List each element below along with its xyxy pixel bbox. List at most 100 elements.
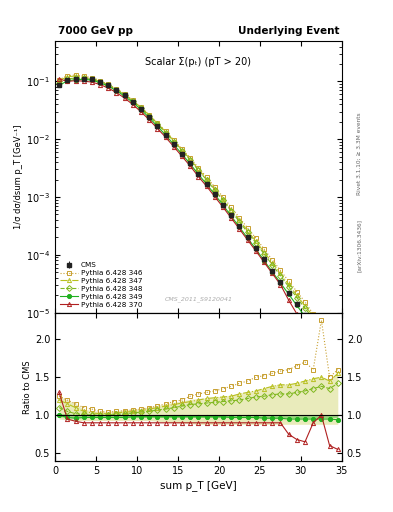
Text: 7000 GeV pp: 7000 GeV pp (58, 26, 133, 35)
Line: Pythia 6.428 349: Pythia 6.428 349 (57, 77, 340, 362)
Pythia 6.428 347 (122, 92, 127, 98)
Pythia 6.428 349 (262, 258, 266, 264)
Pythia 6.428 349 (163, 132, 168, 138)
Pythia 6.428 370 (81, 78, 86, 84)
Pythia 6.428 370 (171, 144, 176, 150)
Pythia 6.428 370 (253, 248, 258, 254)
Pythia 6.428 347 (196, 166, 201, 173)
Pythia 6.428 349 (106, 83, 111, 89)
Pythia 6.428 346 (65, 73, 70, 79)
Pythia 6.428 347 (262, 249, 266, 255)
Pythia 6.428 348 (327, 337, 332, 343)
Pythia 6.428 347 (57, 78, 61, 84)
Pythia 6.428 349 (57, 82, 61, 89)
Pythia 6.428 349 (155, 123, 160, 130)
Pythia 6.428 370 (122, 95, 127, 101)
Pythia 6.428 347 (245, 228, 250, 234)
Line: Pythia 6.428 346: Pythia 6.428 346 (57, 73, 340, 349)
Pythia 6.428 348 (262, 251, 266, 257)
Pythia 6.428 347 (229, 207, 233, 213)
Pythia 6.428 348 (180, 148, 184, 154)
Pythia 6.428 349 (171, 142, 176, 148)
Pythia 6.428 346 (237, 215, 242, 221)
Pythia 6.428 349 (221, 202, 226, 208)
Pythia 6.428 348 (336, 347, 340, 353)
Pythia 6.428 348 (139, 105, 143, 111)
Pythia 6.428 349 (286, 291, 291, 297)
Pythia 6.428 347 (286, 281, 291, 287)
Pythia 6.428 347 (65, 74, 70, 80)
Pythia 6.428 346 (262, 246, 266, 252)
Pythia 6.428 348 (213, 187, 217, 193)
Pythia 6.428 347 (139, 104, 143, 111)
Pythia 6.428 348 (73, 75, 78, 81)
Pythia 6.428 347 (73, 73, 78, 79)
Pythia 6.428 347 (278, 270, 283, 276)
Pythia 6.428 370 (90, 79, 94, 85)
Pythia 6.428 370 (213, 194, 217, 200)
Pythia 6.428 347 (155, 120, 160, 126)
Pythia 6.428 349 (73, 76, 78, 82)
Pythia 6.428 349 (147, 115, 152, 121)
Pythia 6.428 370 (237, 226, 242, 232)
Line: Pythia 6.428 370: Pythia 6.428 370 (57, 77, 340, 376)
Pythia 6.428 370 (130, 101, 135, 108)
Pythia 6.428 346 (204, 174, 209, 180)
Pythia 6.428 349 (213, 191, 217, 198)
Pythia 6.428 347 (188, 156, 193, 162)
Pythia 6.428 348 (155, 121, 160, 127)
Pythia 6.428 346 (303, 299, 307, 305)
Pythia 6.428 348 (65, 76, 70, 82)
Pythia 6.428 349 (270, 269, 275, 275)
Pythia 6.428 347 (106, 82, 111, 88)
Pythia 6.428 349 (319, 335, 324, 342)
Pythia 6.428 346 (98, 78, 103, 84)
Pythia 6.428 348 (221, 197, 226, 203)
Pythia 6.428 348 (253, 240, 258, 246)
Pythia 6.428 348 (204, 177, 209, 183)
Pythia 6.428 370 (270, 270, 275, 276)
Pythia 6.428 346 (130, 97, 135, 103)
Pythia 6.428 347 (253, 238, 258, 244)
Pythia 6.428 348 (98, 79, 103, 85)
Pythia 6.428 370 (65, 78, 70, 84)
Pythia 6.428 348 (171, 139, 176, 145)
Pythia 6.428 347 (180, 147, 184, 153)
Pythia 6.428 349 (196, 172, 201, 178)
Pythia 6.428 370 (262, 259, 266, 265)
Pythia 6.428 349 (336, 357, 340, 363)
Pythia 6.428 370 (319, 334, 324, 340)
Pythia 6.428 347 (171, 138, 176, 144)
X-axis label: sum p_T [GeV]: sum p_T [GeV] (160, 480, 237, 490)
Pythia 6.428 349 (303, 313, 307, 319)
Pythia 6.428 348 (106, 82, 111, 89)
Text: Rivet 3.1.10; ≥ 3.3M events: Rivet 3.1.10; ≥ 3.3M events (357, 112, 362, 195)
Pythia 6.428 348 (311, 315, 316, 322)
Pythia 6.428 348 (237, 219, 242, 225)
Pythia 6.428 346 (73, 72, 78, 78)
Pythia 6.428 346 (253, 235, 258, 241)
Pythia 6.428 370 (106, 85, 111, 91)
Pythia 6.428 370 (245, 237, 250, 243)
Legend: CMS, Pythia 6.428 346, Pythia 6.428 347, Pythia 6.428 348, Pythia 6.428 349, Pyt: CMS, Pythia 6.428 346, Pythia 6.428 347,… (59, 261, 144, 309)
Pythia 6.428 346 (114, 86, 119, 92)
Pythia 6.428 346 (221, 194, 226, 200)
Pythia 6.428 347 (270, 260, 275, 266)
Pythia 6.428 346 (81, 73, 86, 79)
Pythia 6.428 370 (98, 81, 103, 88)
Pythia 6.428 370 (327, 357, 332, 364)
Pythia 6.428 348 (163, 130, 168, 136)
Pythia 6.428 370 (57, 76, 61, 82)
Pythia 6.428 349 (237, 224, 242, 230)
Pythia 6.428 370 (139, 109, 143, 115)
Pythia 6.428 347 (98, 78, 103, 84)
Text: Scalar Σ(pₜ) (pT > 20): Scalar Σ(pₜ) (pT > 20) (145, 57, 252, 67)
Pythia 6.428 348 (278, 272, 283, 279)
Pythia 6.428 347 (90, 76, 94, 82)
Pythia 6.428 370 (155, 125, 160, 132)
Pythia 6.428 346 (327, 334, 332, 340)
Pythia 6.428 349 (229, 213, 233, 219)
Pythia 6.428 346 (294, 289, 299, 295)
Pythia 6.428 349 (130, 99, 135, 105)
Pythia 6.428 349 (245, 235, 250, 241)
